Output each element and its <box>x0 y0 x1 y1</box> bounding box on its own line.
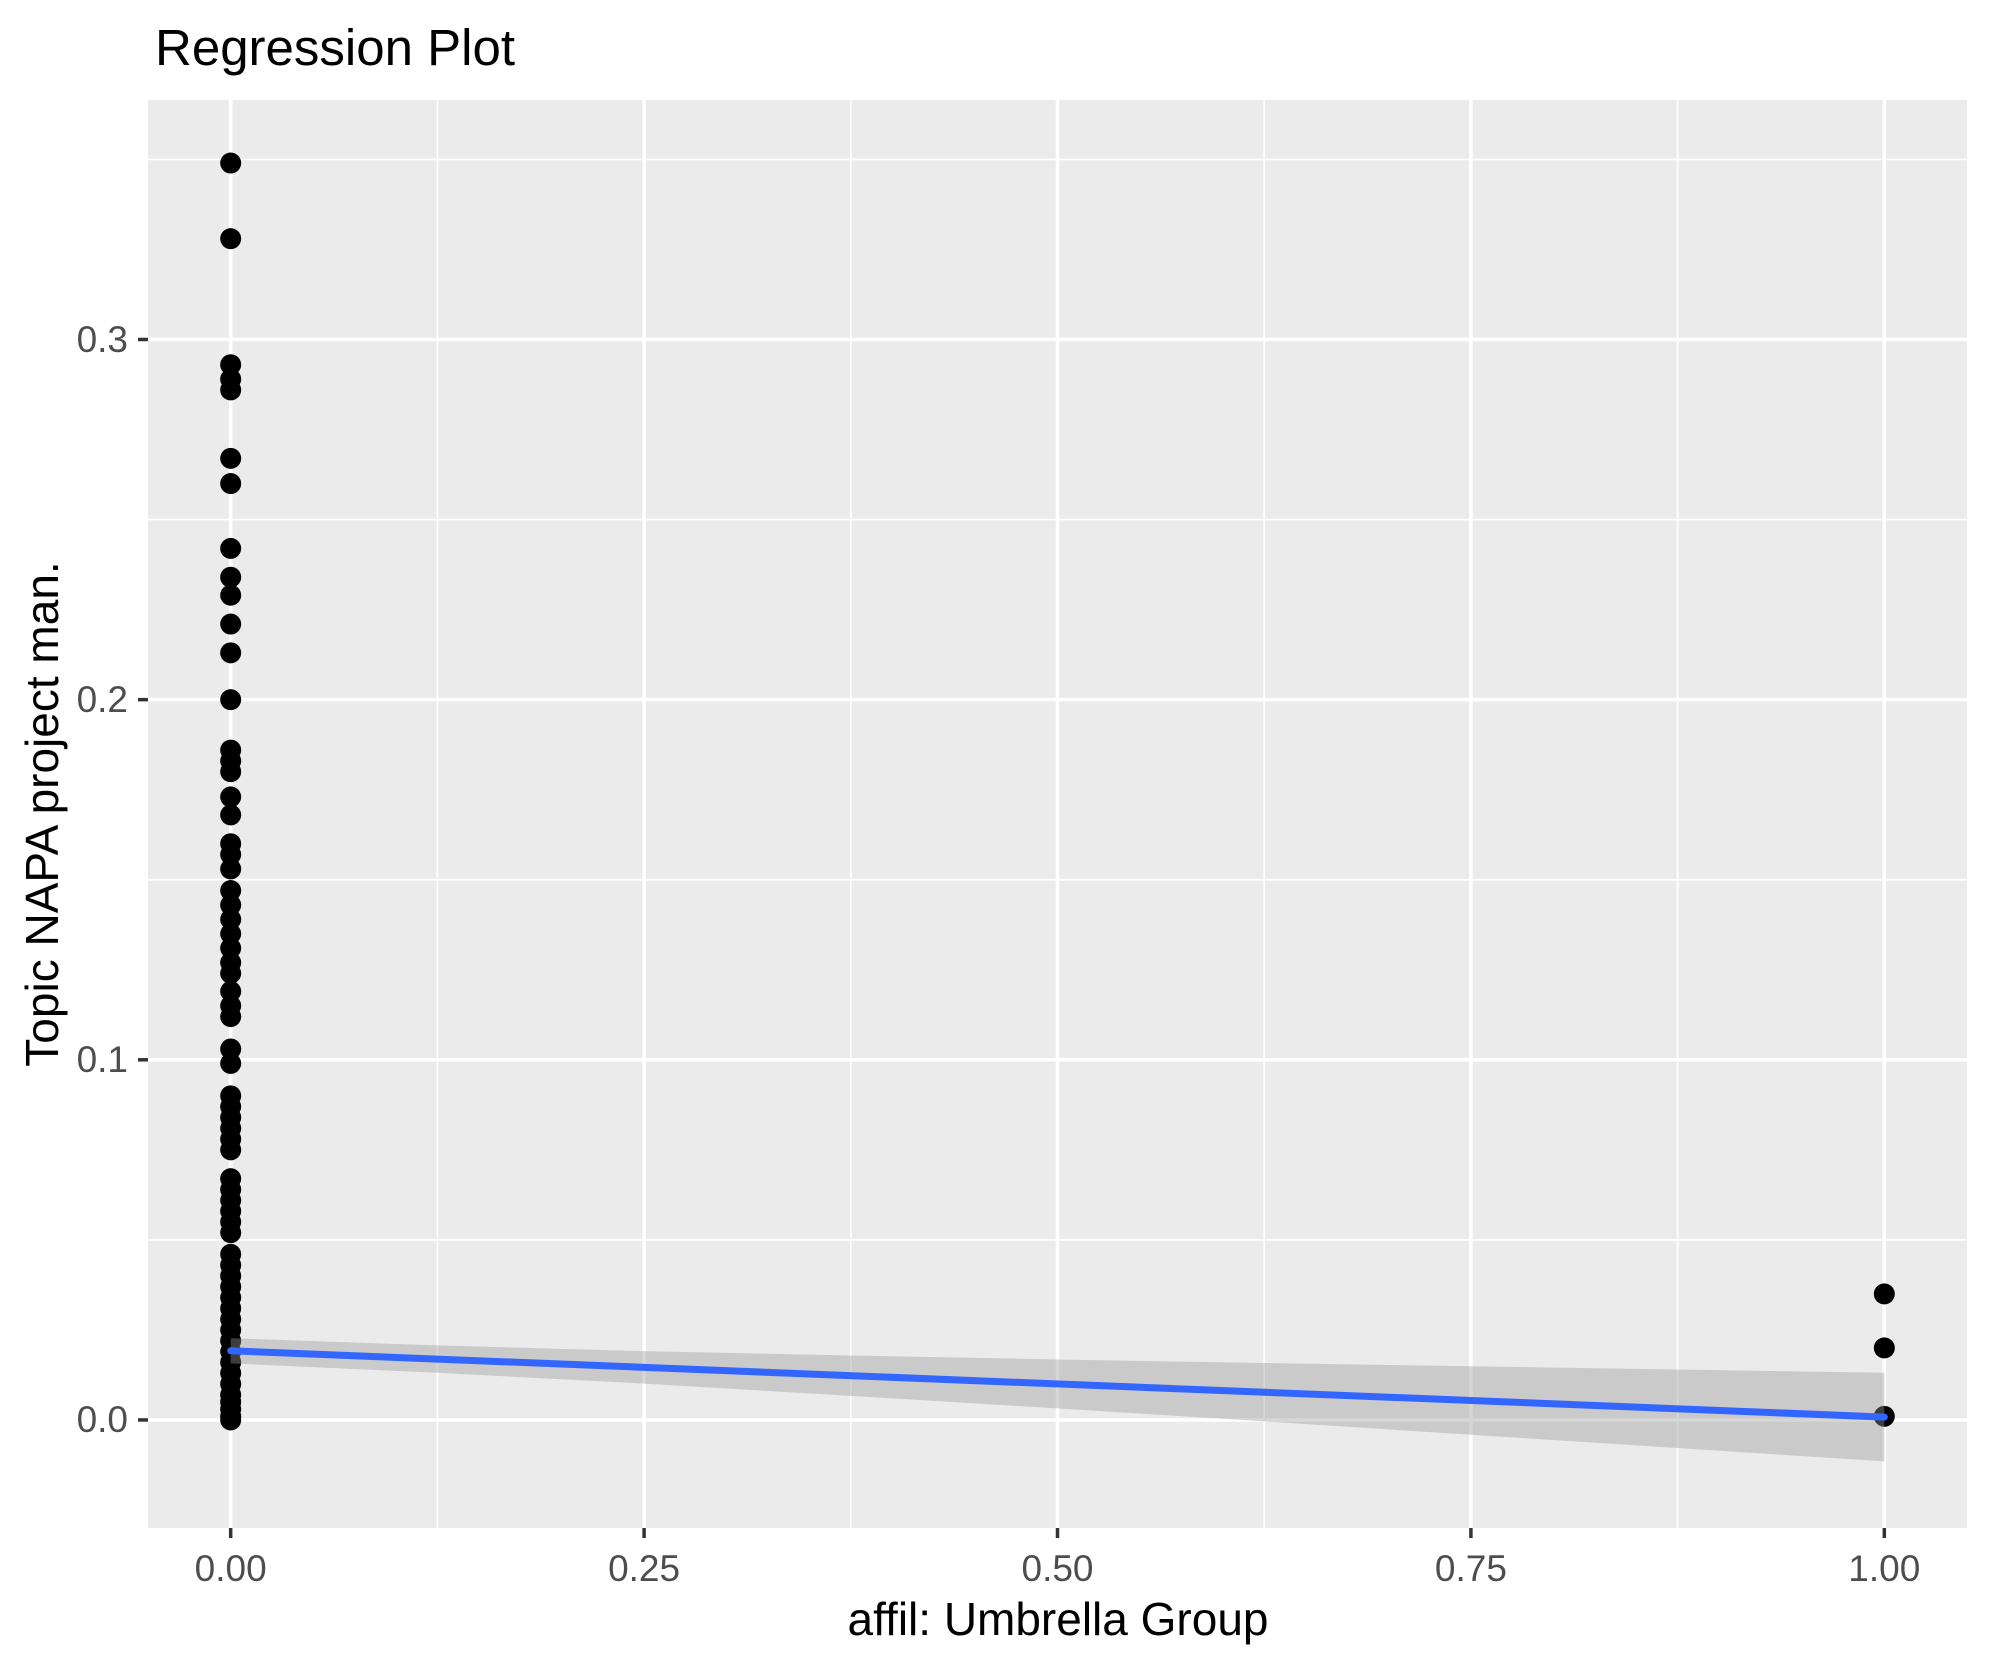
data-point <box>220 152 242 174</box>
data-point <box>220 613 242 635</box>
data-point <box>220 1409 242 1431</box>
x-tick-label: 0.00 <box>194 1548 267 1589</box>
data-point <box>220 537 242 559</box>
plot-title: Regression Plot <box>155 19 516 76</box>
data-point <box>220 894 242 916</box>
data-point <box>220 642 242 664</box>
data-point <box>220 1038 242 1060</box>
data-point <box>220 473 242 495</box>
data-point <box>220 354 242 376</box>
data-point <box>220 923 242 945</box>
x-tick-label: 0.25 <box>608 1548 681 1589</box>
x-axis-title: affil: Umbrella Group <box>847 1593 1269 1645</box>
data-point <box>220 1222 242 1244</box>
data-point <box>220 689 242 711</box>
data-point <box>220 1139 242 1161</box>
y-axis-title: Topic NAPA project man. <box>16 561 68 1067</box>
x-tick-label: 0.75 <box>1434 1548 1507 1589</box>
data-point <box>220 786 242 808</box>
y-tick-label: 0.3 <box>76 318 128 360</box>
data-point <box>1873 1337 1895 1359</box>
y-tick-label: 0.2 <box>76 678 128 720</box>
data-point <box>220 447 242 469</box>
data-point <box>220 980 242 1002</box>
data-point <box>220 908 242 930</box>
data-point <box>220 804 242 826</box>
data-point <box>220 880 242 902</box>
data-point <box>220 379 242 401</box>
data-point <box>220 962 242 984</box>
data-point <box>220 844 242 866</box>
data-point <box>220 228 242 250</box>
data-point <box>220 1006 242 1028</box>
y-tick-label: 0.0 <box>76 1398 128 1440</box>
data-point <box>220 1052 242 1074</box>
data-point <box>220 584 242 606</box>
data-point <box>220 937 242 959</box>
y-tick-label: 0.1 <box>76 1038 128 1080</box>
data-point <box>1873 1283 1895 1305</box>
data-point <box>220 858 242 880</box>
data-point <box>220 761 242 783</box>
x-tick-label: 0.50 <box>1021 1548 1094 1589</box>
x-tick-label: 1.00 <box>1848 1548 1921 1589</box>
regression-line <box>227 1347 1888 1421</box>
data-point <box>220 566 242 588</box>
